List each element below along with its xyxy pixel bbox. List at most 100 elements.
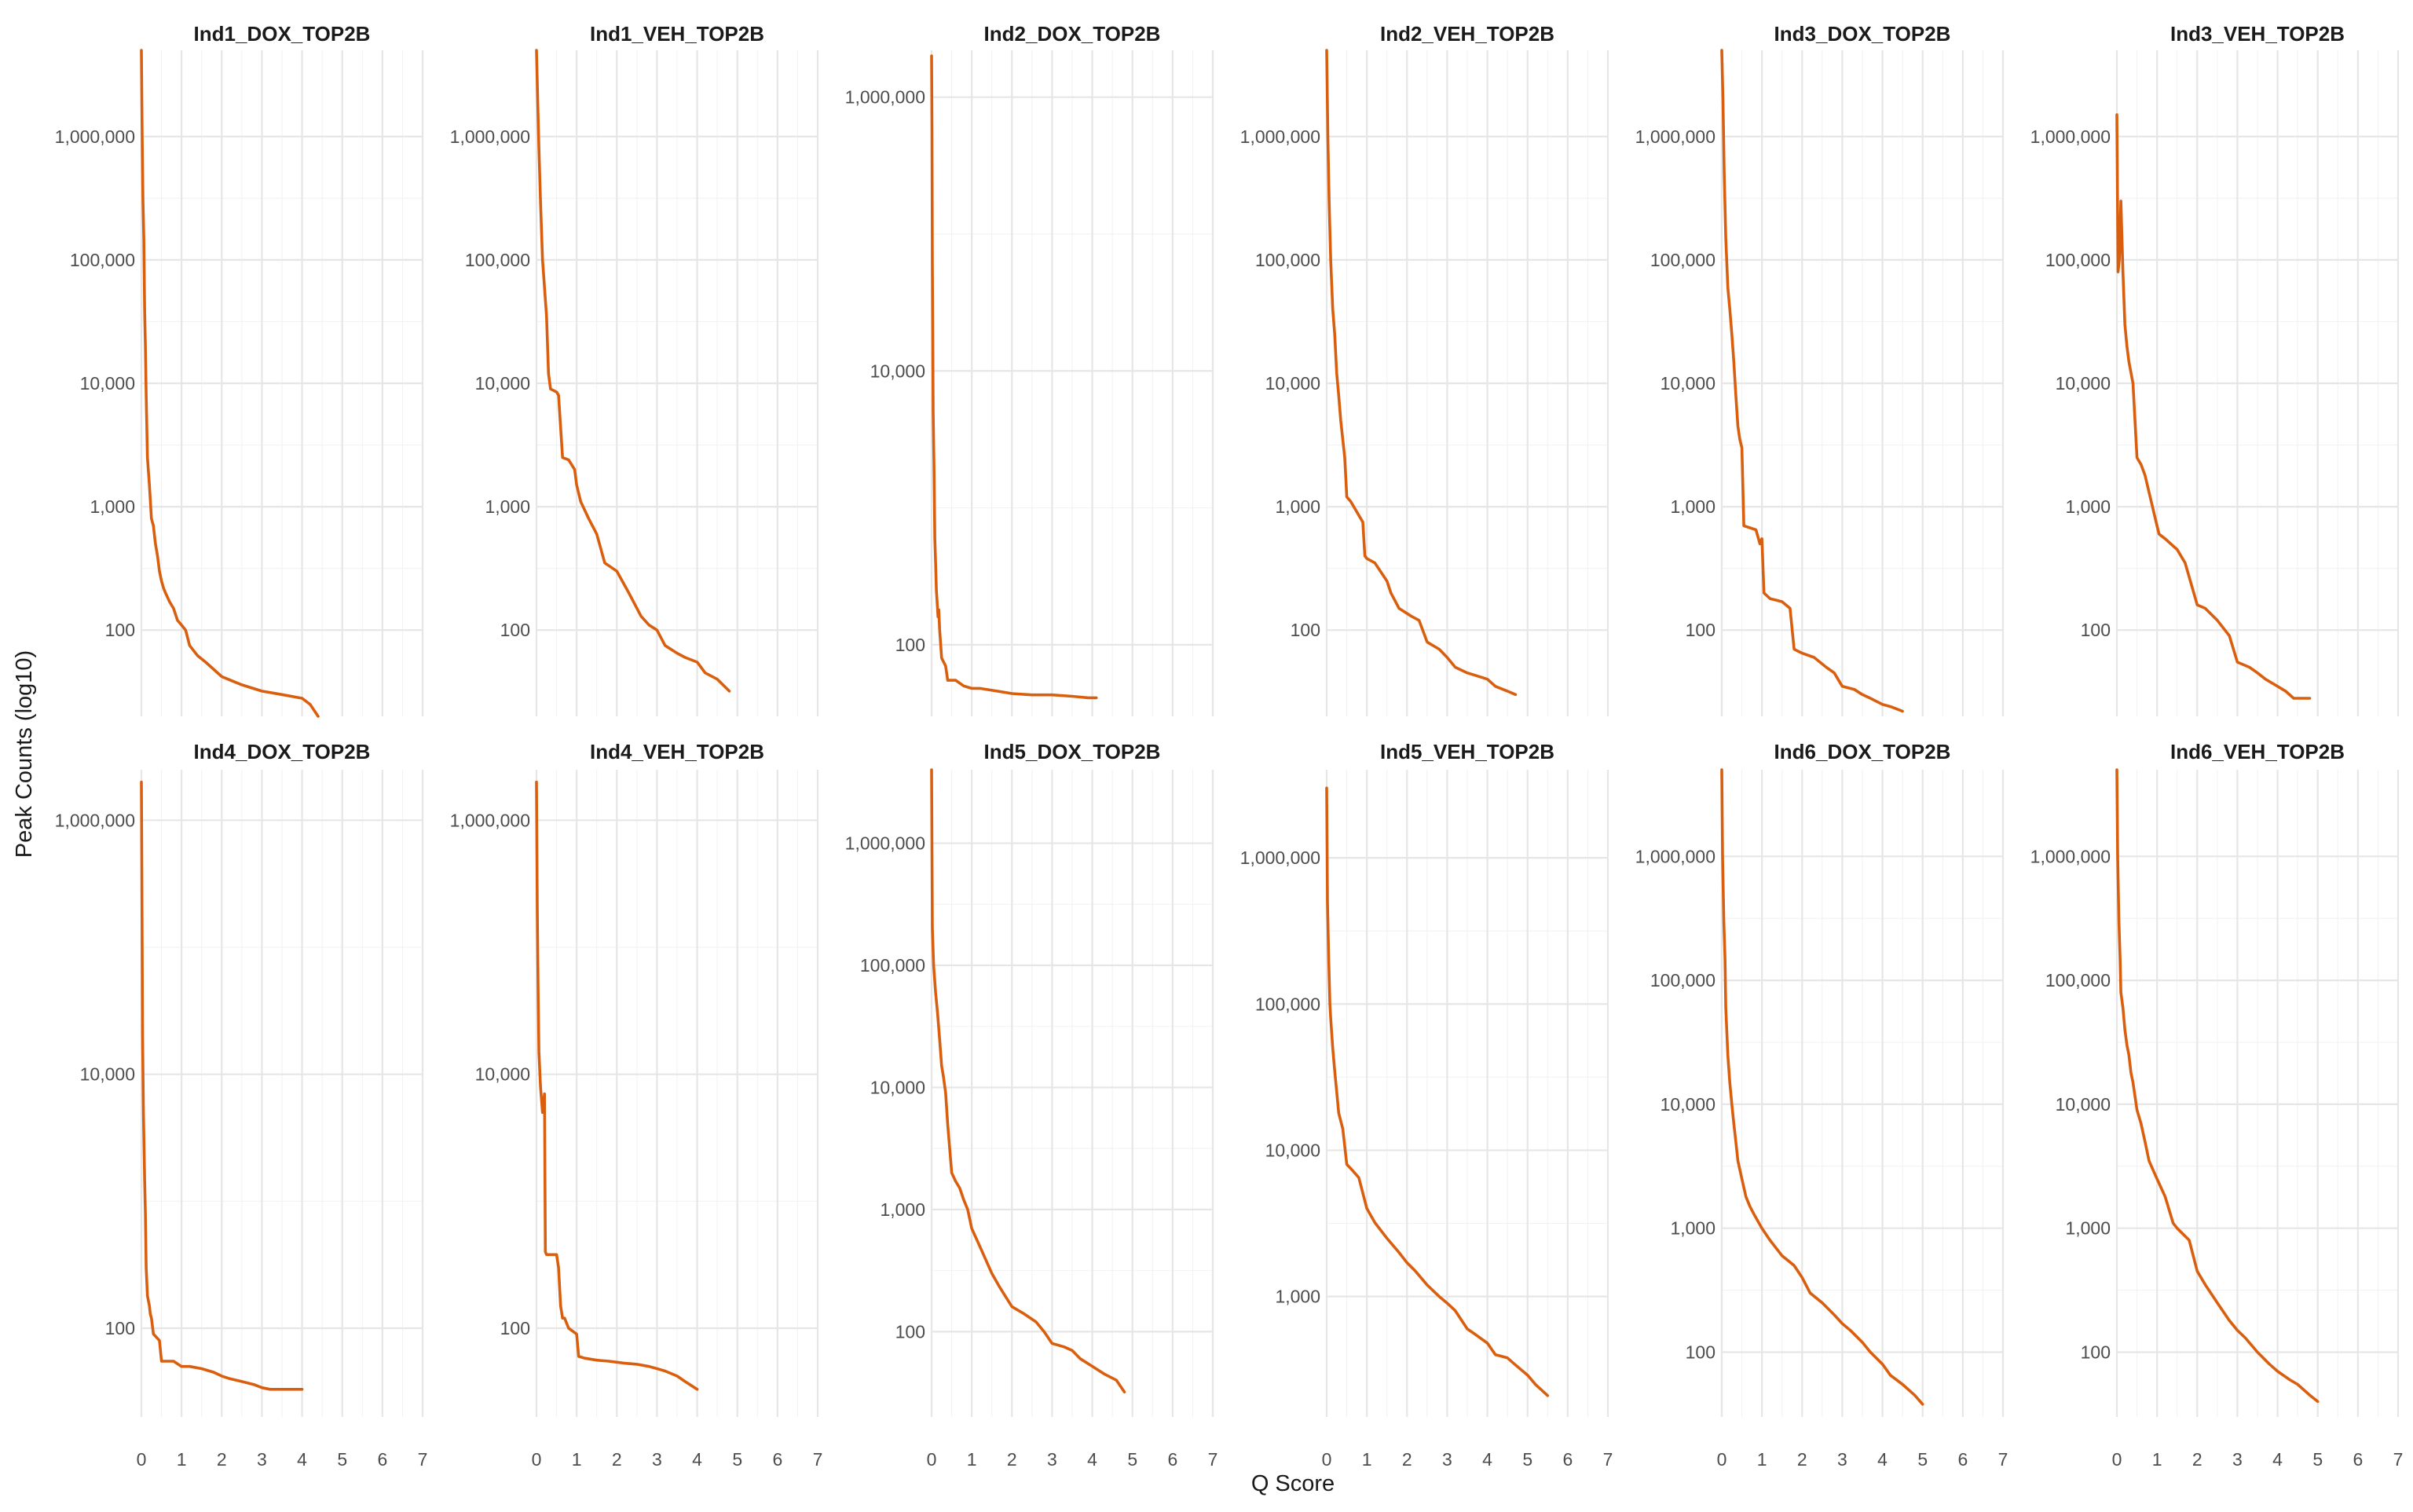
series-line	[1720, 49, 1904, 713]
y-tick-label: 1,000	[90, 496, 135, 517]
x-tick-label: 1	[1362, 1449, 1372, 1470]
y-tick-label: 100,000	[2045, 250, 2111, 270]
y-tick-label: 100,000	[70, 250, 135, 270]
series-line	[1720, 768, 1924, 1406]
series-line	[140, 780, 304, 1391]
y-tick-label: 100,000	[1255, 250, 1320, 270]
x-tick-label: 4	[2272, 1449, 2283, 1470]
panel-ind2-veh-top2b: 100 1,000 10,000 100,000 1,000,000 Ind2_VEH_T…	[1240, 22, 1609, 716]
panel-title: Ind2_DOX_TOP2B	[984, 22, 1161, 46]
y-tick-label: 10,000	[475, 373, 530, 394]
panel-title: Ind5_VEH_TOP2B	[1380, 740, 1554, 763]
x-tick-label: 2	[1402, 1449, 1412, 1470]
y-tick-label: 1,000	[1275, 1287, 1320, 1307]
x-tick-label: 2	[217, 1449, 227, 1470]
x-tick-label: 5	[1522, 1449, 1532, 1470]
x-tick-label: 3	[652, 1449, 662, 1470]
series-line	[930, 54, 1098, 700]
y-tick-label: 1,000,000	[1240, 848, 1320, 868]
x-tick-label: 7	[1603, 1449, 1613, 1470]
x-tick-label: 1	[1757, 1449, 1767, 1470]
y-tick-label: 1,000,000	[55, 810, 135, 830]
x-tick-label: 7	[813, 1449, 823, 1470]
y-tick-label: 10,000	[1265, 1140, 1320, 1160]
panel-title: Ind2_VEH_TOP2B	[1380, 22, 1554, 46]
y-tick-label: 100,000	[2045, 970, 2111, 990]
x-tick-label: 2	[1797, 1449, 1807, 1470]
y-tick-label: 1,000,000	[2030, 846, 2111, 866]
y-tick-label: 1,000,000	[1240, 126, 1320, 147]
y-tick-label: 100	[1291, 620, 1320, 640]
series-line	[535, 780, 699, 1391]
panel-ind3-dox-top2b: 100 1,000 10,000 100,000 1,000,000 Ind3_DOX_T…	[1635, 22, 2005, 716]
x-tick-label: 7	[2393, 1449, 2404, 1470]
y-tick-label: 100,000	[860, 955, 925, 976]
series-line	[2115, 768, 2320, 1404]
y-tick-label: 100	[105, 620, 135, 640]
x-tick-label: 6	[1562, 1449, 1573, 1470]
panel-ind4-dox-top2b: 100 10,000 1,000,000 Ind4_DOX_TOP2B 0 1 2 3 4 5 6 7	[55, 740, 428, 1470]
x-tick-label: 2	[612, 1449, 622, 1470]
y-tick-label: 1,000	[2065, 496, 2111, 517]
y-tick-label: 10,000	[870, 1077, 925, 1097]
y-tick-label: 10,000	[1265, 373, 1320, 394]
panel-ind2-dox-top2b: 100 10,000 1,000,000 Ind2_DOX_TOP2B	[845, 22, 1214, 716]
y-tick-label: 10,000	[80, 373, 135, 394]
x-tick-label: 1	[177, 1449, 187, 1470]
x-tick-label: 1	[572, 1449, 582, 1470]
series-line	[140, 49, 320, 718]
y-tick-label: 100,000	[465, 250, 530, 270]
series-line	[535, 49, 731, 693]
panel-ind5-veh-top2b: 1,000 10,000 100,000 1,000,000 Ind5_VEH_TOP2…	[1240, 740, 1613, 1470]
panel-title: Ind1_DOX_TOP2B	[194, 22, 371, 46]
x-tick-label: 7	[1998, 1449, 2008, 1470]
x-tick-label: 0	[2112, 1449, 2122, 1470]
y-tick-label: 1,000	[2065, 1218, 2111, 1239]
x-tick-label: 3	[1442, 1449, 1452, 1470]
y-tick-label: 10,000	[2056, 373, 2111, 394]
y-tick-label: 1,000,000	[1635, 846, 1715, 866]
panel-ind1-veh-top2b: 100 1,000 10,000 100,000 1,000,000 Ind1_VEH_T…	[450, 22, 819, 716]
y-axis-title: Peak Counts (log10)	[12, 650, 37, 858]
x-tick-label: 5	[1917, 1449, 1928, 1470]
x-tick-label: 0	[1717, 1449, 1727, 1470]
x-tick-label: 7	[1208, 1449, 1218, 1470]
y-tick-label: 100,000	[1255, 994, 1320, 1014]
series-line	[2115, 113, 2312, 700]
panel-title: Ind4_VEH_TOP2B	[590, 740, 764, 763]
x-tick-label: 2	[2192, 1449, 2202, 1470]
y-tick-label: 1,000,000	[2030, 126, 2111, 147]
panel-ind5-dox-top2b: 100 1,000 10,000 100,000 1,000,000 Ind5_DOX_T…	[845, 740, 1218, 1470]
y-tick-label: 10,000	[2056, 1094, 2111, 1115]
x-tick-label: 6	[1167, 1449, 1177, 1470]
panel-ind1-dox-top2b: 100 1,000 10,000 100,000 1,000,000 Ind1_DOX_T…	[55, 22, 424, 718]
y-tick-label: 10,000	[1661, 373, 1715, 394]
y-tick-label: 1,000	[1275, 496, 1320, 517]
y-tick-label: 1,000	[1670, 496, 1715, 517]
y-tick-label: 10,000	[870, 361, 925, 381]
x-tick-label: 4	[1482, 1449, 1492, 1470]
y-tick-label: 1,000,000	[1635, 126, 1715, 147]
series-line	[1325, 49, 1518, 697]
x-tick-label: 5	[337, 1449, 347, 1470]
x-tick-label: 4	[692, 1449, 702, 1470]
x-tick-label: 5	[1127, 1449, 1137, 1470]
panel-title: Ind5_DOX_TOP2B	[984, 740, 1161, 763]
y-tick-label: 1,000	[1670, 1218, 1715, 1239]
panel-ind3-veh-top2b: 100 1,000 10,000 100,000 1,000,000 Ind3_VEH_T…	[2030, 22, 2400, 716]
y-tick-label: 100,000	[1650, 250, 1715, 270]
y-tick-label: 1,000,000	[450, 810, 530, 830]
x-tick-label: 1	[967, 1449, 977, 1470]
y-tick-label: 1,000	[880, 1199, 925, 1220]
panel-title: Ind1_VEH_TOP2B	[590, 22, 764, 46]
y-tick-label: 100	[895, 635, 925, 655]
x-tick-label: 6	[1957, 1449, 1968, 1470]
y-tick-label: 10,000	[1661, 1094, 1715, 1115]
panel-title: Ind3_VEH_TOP2B	[2170, 22, 2345, 46]
x-tick-label: 0	[1322, 1449, 1332, 1470]
y-tick-label: 100,000	[1650, 970, 1715, 990]
x-tick-label: 6	[377, 1449, 387, 1470]
x-tick-label: 3	[2232, 1449, 2243, 1470]
